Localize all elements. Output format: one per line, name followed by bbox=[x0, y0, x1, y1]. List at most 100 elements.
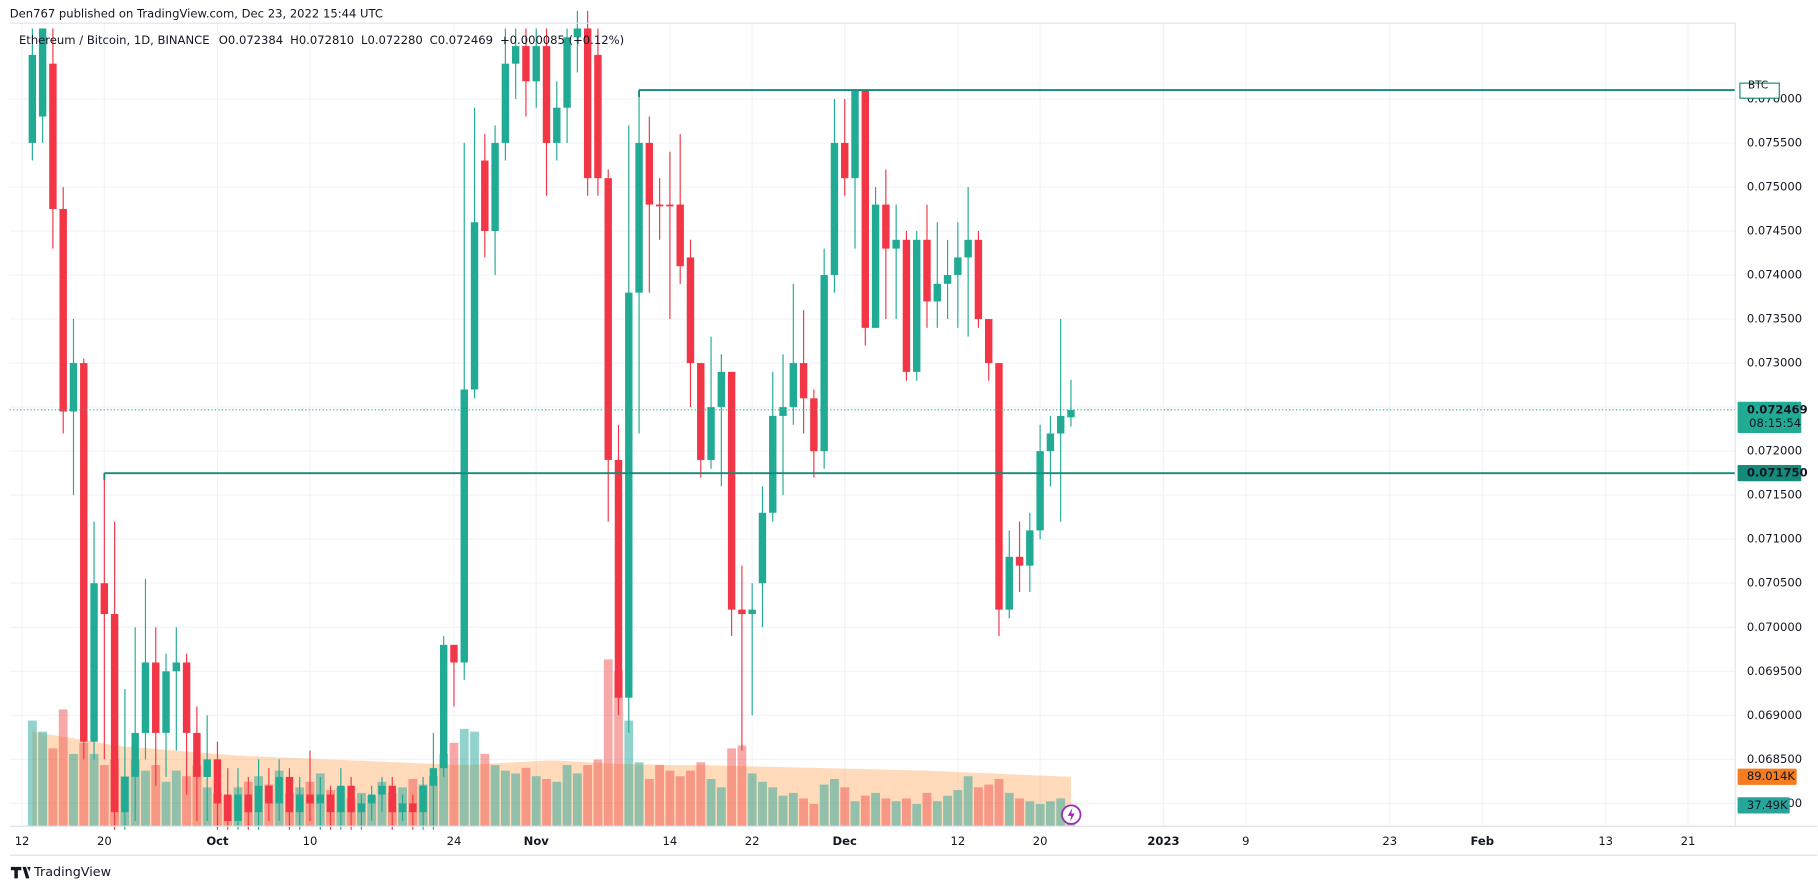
candle-body bbox=[779, 407, 787, 416]
y-tick-label: 0.069500 bbox=[1747, 664, 1802, 678]
x-tick-label: Nov bbox=[524, 834, 550, 848]
candle-body bbox=[984, 319, 993, 364]
symbol-title: Ethereum / Bitcoin, 1D, BINANCE bbox=[19, 33, 210, 47]
volume-bar bbox=[1015, 798, 1024, 827]
candle-body bbox=[707, 407, 715, 460]
candle-body bbox=[625, 292, 633, 698]
candle-body bbox=[501, 63, 510, 143]
candle-body bbox=[1036, 451, 1044, 531]
volume-bar bbox=[943, 795, 952, 827]
volume-bar bbox=[603, 659, 613, 827]
candle-body bbox=[141, 662, 150, 733]
candle-body bbox=[841, 142, 849, 179]
volume-bar bbox=[171, 770, 181, 827]
volume-bar bbox=[459, 728, 469, 827]
x-tick-label: 23 bbox=[1382, 834, 1397, 848]
candle-body bbox=[193, 732, 201, 777]
volume-label-box bbox=[1737, 797, 1790, 814]
candle-body bbox=[152, 662, 160, 733]
candle-body bbox=[882, 204, 890, 249]
x-tick-label: 9 bbox=[1242, 834, 1249, 848]
candle-body bbox=[213, 759, 222, 804]
candle-body bbox=[38, 28, 47, 117]
volume-bar bbox=[27, 720, 37, 827]
candle-body bbox=[254, 785, 263, 813]
x-tick-label: 12 bbox=[15, 834, 30, 848]
candle-body bbox=[645, 142, 654, 205]
volume-bar bbox=[809, 804, 819, 827]
x-tick-label: Feb bbox=[1470, 834, 1494, 848]
volume-bar bbox=[922, 792, 932, 827]
candle-body bbox=[563, 37, 571, 108]
volume-bar bbox=[984, 784, 994, 827]
volume-bar bbox=[583, 765, 593, 827]
volume-bar bbox=[994, 778, 1004, 827]
candle-body bbox=[224, 794, 232, 821]
candle-body bbox=[604, 178, 612, 460]
candle-body bbox=[871, 204, 880, 328]
volume-bar bbox=[953, 790, 963, 827]
candle-body bbox=[830, 142, 839, 276]
candle-body bbox=[28, 54, 37, 143]
x-tick-label: 21 bbox=[1681, 834, 1696, 848]
volume-bar bbox=[974, 787, 983, 827]
candle-body bbox=[409, 803, 417, 813]
candle-body bbox=[902, 239, 911, 372]
volume-bar bbox=[665, 770, 675, 827]
published-text: Den767 published on TradingView.com, Dec… bbox=[10, 6, 383, 20]
candle-body bbox=[275, 776, 283, 804]
y-tick-label: 0.073000 bbox=[1747, 356, 1802, 370]
volume-bar bbox=[69, 753, 78, 827]
volume-bar bbox=[490, 765, 500, 827]
x-tick-label: 20 bbox=[1033, 834, 1048, 848]
candle-body bbox=[59, 208, 67, 412]
volume-bar bbox=[675, 776, 685, 827]
ohlc-value: +0.000085 (+0.12%) bbox=[500, 33, 624, 47]
volume-bar bbox=[161, 781, 171, 827]
volume-bar bbox=[1045, 801, 1055, 827]
candle-body bbox=[69, 363, 78, 412]
volume-bar bbox=[634, 762, 644, 827]
candle-body bbox=[820, 275, 828, 452]
candle-body bbox=[367, 794, 376, 804]
candles bbox=[28, 10, 1075, 830]
candle-body bbox=[470, 222, 479, 390]
y-tick-label: 0.069000 bbox=[1747, 708, 1802, 722]
candle-body bbox=[943, 275, 952, 284]
volume-bar bbox=[449, 742, 459, 827]
candle-body bbox=[799, 363, 808, 399]
volume-bar bbox=[511, 773, 521, 827]
volume-bar bbox=[542, 778, 551, 827]
volume-ma-label: 89.014K bbox=[1747, 769, 1796, 783]
volume-bar bbox=[716, 787, 726, 827]
candle-body bbox=[913, 239, 921, 372]
candle-body bbox=[131, 732, 139, 777]
volume-bar bbox=[788, 792, 798, 827]
candle-body bbox=[676, 204, 684, 267]
candle-body bbox=[553, 107, 561, 143]
volume-bar bbox=[439, 753, 449, 827]
volume-bar bbox=[48, 748, 58, 827]
volume-ma-label-box bbox=[1737, 768, 1797, 785]
x-tick-label: 13 bbox=[1598, 834, 1613, 848]
alert-icon[interactable] bbox=[1061, 804, 1082, 825]
brand-text: TradingView bbox=[33, 865, 111, 880]
volume-bar bbox=[727, 748, 737, 827]
candle-body bbox=[594, 54, 602, 179]
candle-body bbox=[110, 614, 119, 813]
level-label-box bbox=[1739, 82, 1780, 99]
ohlc-legend: O0.072384 H0.072810 L0.072280 C0.072469 +0.0… bbox=[219, 33, 624, 47]
candle-body bbox=[532, 46, 540, 82]
volume-bar bbox=[480, 753, 490, 827]
candle-body bbox=[326, 794, 335, 813]
volume-bar bbox=[151, 765, 161, 827]
candle-body bbox=[635, 142, 643, 293]
candle-body bbox=[995, 363, 1003, 610]
volume-bar bbox=[840, 787, 850, 827]
volume-bar bbox=[79, 742, 89, 827]
volume-bar bbox=[830, 778, 839, 827]
candle-body bbox=[49, 63, 57, 209]
volume-bar bbox=[552, 781, 562, 827]
x-tick-label: Oct bbox=[206, 834, 229, 848]
